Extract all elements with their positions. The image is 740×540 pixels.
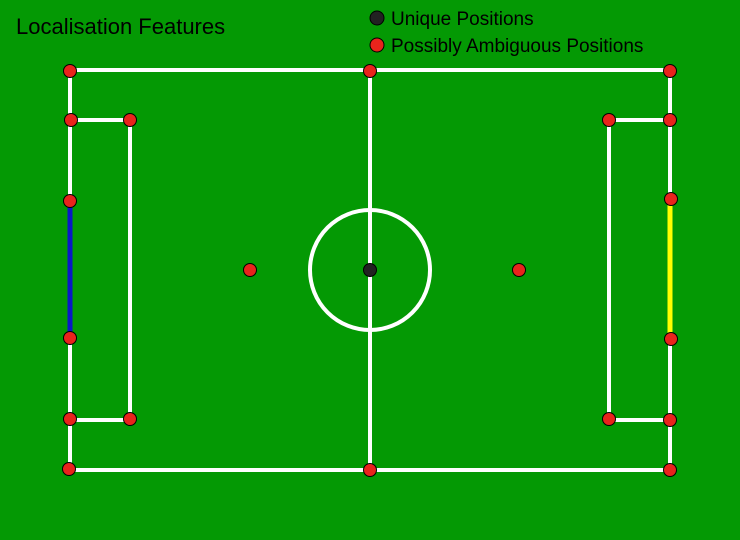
marker-corner-bottom-left <box>62 462 76 476</box>
marker-right-penalty-box-bottom-inner <box>602 412 616 426</box>
marker-right-goalpost-bottom <box>664 332 678 346</box>
legend-unique-label: Unique Positions <box>391 9 534 30</box>
legend-unique-swatch <box>369 10 385 26</box>
marker-right-penalty-spot <box>512 263 526 277</box>
marker-right-penalty-box-bottom-outer <box>663 413 677 427</box>
marker-corner-top-right <box>663 64 677 78</box>
feature-markers <box>62 64 678 477</box>
legend: Unique Positions Possibly Ambiguous Posi… <box>369 9 643 57</box>
marker-left-penalty-box-top-outer <box>64 113 78 127</box>
right-penalty-box <box>607 118 670 422</box>
marker-corner-top-left <box>63 64 77 78</box>
marker-right-penalty-box-top-outer <box>663 113 677 127</box>
legend-ambiguous-swatch <box>369 37 385 53</box>
marker-left-goalpost-bottom <box>63 331 77 345</box>
marker-corner-bottom-right <box>663 463 677 477</box>
marker-left-penalty-box-top-inner <box>123 113 137 127</box>
marker-centre-spot <box>363 263 377 277</box>
marker-halfway-top <box>363 64 377 78</box>
marker-left-penalty-box-bottom-inner <box>123 412 137 426</box>
marker-left-penalty-box-bottom-outer <box>63 412 77 426</box>
marker-right-penalty-box-top-inner <box>602 113 616 127</box>
marker-halfway-bottom <box>363 463 377 477</box>
legend-item-unique: Unique Positions <box>369 9 534 30</box>
marker-left-penalty-spot <box>243 263 257 277</box>
marker-left-goalpost-top <box>63 194 77 208</box>
legend-item-ambiguous: Possibly Ambiguous Positions <box>369 36 643 57</box>
marker-right-goalpost-top <box>664 192 678 206</box>
left-penalty-box <box>70 118 132 422</box>
legend-ambiguous-label: Possibly Ambiguous Positions <box>391 36 643 57</box>
centre-circle <box>308 208 432 332</box>
diagram-title: Localisation Features <box>16 14 225 39</box>
